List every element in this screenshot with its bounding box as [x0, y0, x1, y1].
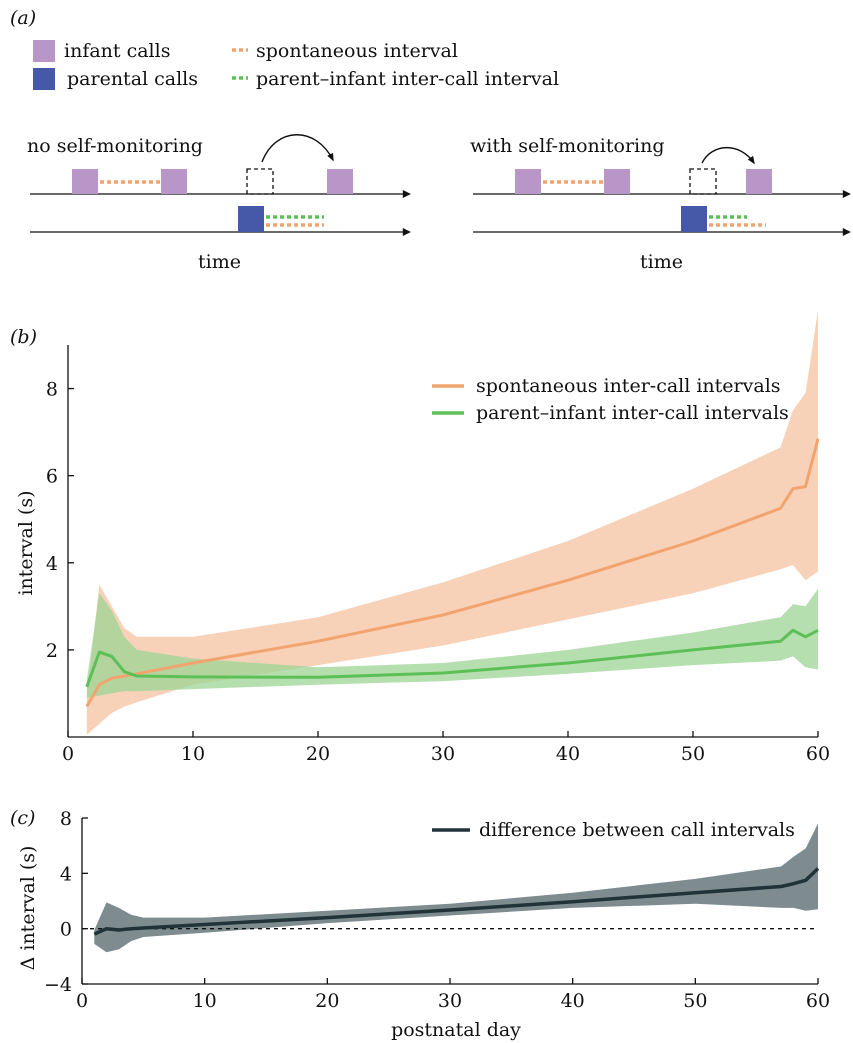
y-tick-label: 4 [60, 863, 72, 885]
legend-label-series-2: parent–infant inter-call intervals [476, 402, 789, 424]
series-1-confidence-band [94, 823, 819, 953]
y-tick-label: 8 [46, 379, 58, 401]
schematic-right-title: with self-monitoring [470, 135, 665, 157]
x-tick-label: 10 [181, 743, 205, 765]
right-time-label: time [640, 251, 683, 273]
y-tick-label: 2 [46, 640, 58, 662]
legend-parental-swatch [33, 68, 55, 90]
x-tick-label: 40 [556, 743, 580, 765]
panel-b-lines [85, 438, 820, 708]
legend-label-series-1: difference between call intervals [479, 819, 795, 841]
panel-c-y-axis-title: Δ interval (s) [17, 846, 39, 971]
left-expected-call-box [246, 168, 274, 195]
x-tick-label: 30 [431, 743, 455, 765]
panel-c-x-axis-title: postnatal day [391, 1019, 521, 1041]
panel-a: (a) infant calls parental calls spontane… [10, 7, 851, 273]
left-time-label: time [198, 251, 241, 273]
legend-spontaneous-interval: spontaneous interval [256, 40, 458, 62]
right-shift-arrow [701, 147, 755, 165]
x-tick-label: 0 [76, 990, 88, 1012]
schematic-with-self-monitoring: with self-monitoring time [470, 135, 851, 273]
legend-infant-calls: infant calls [64, 40, 170, 62]
x-tick-label: 10 [193, 990, 217, 1012]
y-tick-label: 4 [46, 553, 58, 575]
x-tick-label: 20 [306, 743, 330, 765]
x-tick-label: 40 [561, 990, 585, 1012]
panel-b-y-axis-title: interval (s) [15, 490, 37, 595]
series-1-line [93, 867, 820, 936]
x-tick-label: 20 [315, 990, 339, 1012]
panel-b-legend: spontaneous inter-call intervals parent–i… [432, 375, 789, 424]
panel-b-axes: 0 10 20 30 40 50 60 2 4 6 8 [46, 345, 830, 765]
y-tick-label: −4 [44, 974, 72, 996]
panel-a-legend: infant calls parental calls spontaneous … [33, 40, 559, 90]
legend-parental-calls: parental calls [67, 68, 198, 90]
series-2-confidence-band [86, 588, 819, 698]
left-parental-call [238, 206, 264, 232]
panel-b: (b) 0 10 20 30 40 50 60 2 4 6 8 interval (s) spont… [10, 310, 830, 765]
series-2-line [85, 628, 819, 688]
panel-c-label: (c) [10, 807, 35, 829]
left-infant-call-3 [327, 169, 353, 194]
right-infant-call-3 [746, 169, 772, 194]
x-tick-label: 30 [438, 990, 462, 1012]
legend-parent-infant-interval: parent–infant inter-call interval [256, 68, 559, 90]
x-tick-label: 50 [683, 990, 707, 1012]
x-tick-label: 50 [681, 743, 705, 765]
y-tick-label: 0 [60, 919, 72, 941]
series-1-confidence-band [86, 310, 819, 735]
left-infant-call-1 [72, 169, 98, 194]
left-shift-arrow [261, 134, 334, 163]
legend-label-series-1: spontaneous inter-call intervals [476, 375, 781, 397]
x-tick-label: 60 [806, 990, 830, 1012]
right-infant-call-2 [604, 169, 630, 194]
panel-c-bands [94, 823, 819, 953]
panel-b-bands [86, 310, 819, 735]
y-tick-label: 6 [46, 466, 58, 488]
series-1-line [85, 438, 820, 708]
y-tick-label: 8 [60, 808, 72, 830]
left-infant-call-2 [161, 169, 187, 194]
right-expected-call-box [689, 168, 717, 195]
x-tick-label: 60 [806, 743, 830, 765]
right-infant-call-1 [515, 169, 541, 194]
right-parental-call [681, 206, 707, 232]
legend-infant-swatch [33, 40, 55, 62]
panel-b-label: (b) [10, 326, 37, 348]
panel-c-legend: difference between call intervals [432, 819, 795, 841]
panel-a-label: (a) [10, 7, 36, 29]
schematic-left-title: no self-monitoring [27, 135, 203, 157]
x-tick-label: 0 [62, 743, 74, 765]
schematic-no-self-monitoring: no self-monitoring time [27, 134, 411, 273]
panel-c-lines [93, 867, 820, 936]
